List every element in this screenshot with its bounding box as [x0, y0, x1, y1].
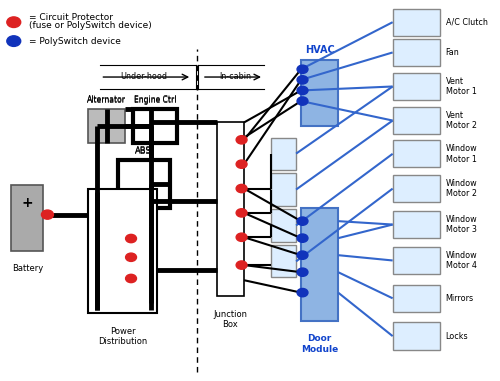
Text: ABS: ABS — [136, 146, 152, 155]
Text: Power
Distribution: Power Distribution — [98, 327, 148, 346]
Bar — [301, 60, 338, 126]
Text: Alternator: Alternator — [87, 96, 126, 105]
Circle shape — [126, 274, 136, 283]
Bar — [272, 210, 296, 242]
Bar — [392, 211, 440, 238]
Circle shape — [297, 86, 308, 94]
Text: Junction
Box: Junction Box — [214, 310, 248, 329]
Circle shape — [236, 209, 247, 217]
Circle shape — [297, 251, 308, 259]
Text: Window
Motor 1: Window Motor 1 — [446, 144, 478, 163]
Text: In-cabin: In-cabin — [220, 72, 252, 81]
Bar — [392, 39, 440, 66]
Circle shape — [297, 97, 308, 105]
Text: Vent
Motor 2: Vent Motor 2 — [446, 111, 476, 130]
Text: Engine Ctrl: Engine Ctrl — [134, 95, 176, 104]
Bar — [392, 322, 440, 350]
Text: = PolySwitch device: = PolySwitch device — [28, 37, 120, 46]
Text: Fan: Fan — [446, 48, 460, 57]
Circle shape — [297, 217, 308, 225]
Bar — [301, 208, 338, 321]
Text: A/C Clutch: A/C Clutch — [446, 18, 488, 27]
Circle shape — [7, 36, 20, 46]
Text: Window
Motor 2: Window Motor 2 — [446, 179, 478, 198]
Text: = Circuit Protector: = Circuit Protector — [28, 13, 112, 22]
Text: Alternator: Alternator — [87, 95, 126, 104]
Bar — [392, 9, 440, 36]
Text: Window
Motor 3: Window Motor 3 — [446, 215, 478, 234]
Circle shape — [7, 17, 20, 27]
Circle shape — [297, 288, 308, 297]
Circle shape — [236, 261, 247, 269]
Circle shape — [126, 253, 136, 261]
Circle shape — [297, 65, 308, 74]
Bar — [12, 185, 44, 251]
Bar — [272, 138, 296, 170]
Circle shape — [236, 160, 247, 168]
Text: (fuse or PolySwitch device): (fuse or PolySwitch device) — [28, 21, 152, 30]
Text: Engine Ctrl: Engine Ctrl — [134, 96, 176, 105]
Circle shape — [236, 233, 247, 242]
Circle shape — [126, 234, 136, 243]
Bar — [88, 109, 125, 143]
Bar — [272, 245, 296, 277]
Bar — [392, 247, 440, 274]
Circle shape — [236, 184, 247, 193]
Text: Battery: Battery — [12, 264, 43, 273]
Text: HVAC: HVAC — [304, 45, 334, 55]
Text: Vent
Motor 1: Vent Motor 1 — [446, 77, 476, 96]
Text: ABS: ABS — [136, 147, 152, 156]
Bar — [392, 175, 440, 202]
Bar — [392, 107, 440, 134]
Bar — [392, 140, 440, 167]
Text: Locks: Locks — [446, 331, 468, 341]
Text: Window
Motor 4: Window Motor 4 — [446, 251, 478, 270]
Text: Under-hood: Under-hood — [120, 72, 168, 81]
Circle shape — [297, 234, 308, 242]
Bar — [392, 285, 440, 312]
Text: Mirrors: Mirrors — [446, 294, 474, 303]
Bar — [272, 173, 296, 206]
Circle shape — [297, 76, 308, 84]
Circle shape — [236, 136, 247, 144]
Bar — [132, 109, 177, 143]
Bar — [392, 73, 440, 100]
Bar — [118, 160, 170, 208]
Bar — [217, 122, 244, 296]
Text: +: + — [22, 196, 33, 210]
Text: Door
Module: Door Module — [301, 334, 338, 354]
Circle shape — [297, 268, 308, 276]
Bar — [88, 189, 158, 314]
Circle shape — [42, 210, 54, 219]
